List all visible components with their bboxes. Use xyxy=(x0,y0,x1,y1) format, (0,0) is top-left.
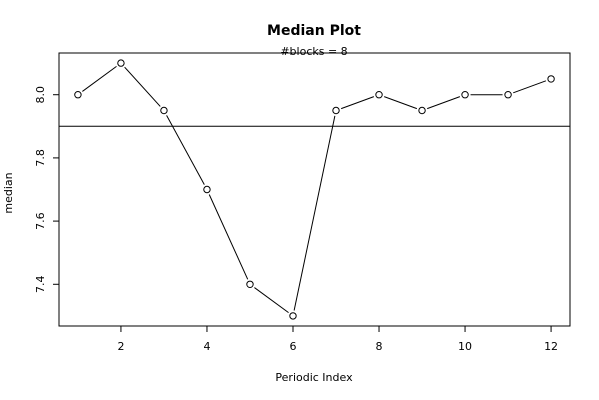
data-point xyxy=(117,59,125,67)
series-segment xyxy=(513,80,547,94)
data-point xyxy=(74,91,82,99)
series-segment xyxy=(384,96,418,110)
series-segment xyxy=(427,96,461,110)
series-segment xyxy=(82,65,117,92)
x-tick-label: 6 xyxy=(289,340,296,353)
y-axis-label: median xyxy=(2,172,15,213)
plot-layer: 2 4 6 8 10 12 7.4 7.6 7.8 8.0 xyxy=(34,52,571,353)
y-tick-label: 7.8 xyxy=(34,149,47,167)
data-point xyxy=(160,106,168,115)
x-tick-label: 12 xyxy=(544,340,558,353)
y-tick-label: 8.0 xyxy=(34,86,47,104)
data-point xyxy=(504,91,512,99)
y-tick-label: 7.6 xyxy=(34,212,47,230)
data-point xyxy=(418,106,426,115)
data-point xyxy=(246,280,254,288)
series-segment xyxy=(340,96,375,110)
chart-subtitle: #blocks = 8 xyxy=(280,45,347,58)
data-point xyxy=(547,75,555,83)
data-point xyxy=(203,185,211,194)
data-point xyxy=(289,312,297,320)
chart-title: Median Plot xyxy=(267,23,361,39)
x-axis-label: Periodic Index xyxy=(275,371,353,384)
x-tick-label: 4 xyxy=(203,340,210,353)
plot-frame xyxy=(58,52,571,327)
series-segment xyxy=(293,115,336,311)
x-tick-label: 8 xyxy=(376,340,383,353)
series-segment xyxy=(208,194,249,280)
data-point xyxy=(461,91,469,99)
x-tick-label: 10 xyxy=(458,340,472,353)
series-segment xyxy=(254,287,289,314)
y-tick-label: 7.4 xyxy=(34,276,47,294)
series-segment xyxy=(124,66,161,107)
data-point xyxy=(332,106,340,115)
x-tick-label: 2 xyxy=(117,340,124,353)
series-segment xyxy=(166,115,205,185)
data-point xyxy=(375,91,383,99)
